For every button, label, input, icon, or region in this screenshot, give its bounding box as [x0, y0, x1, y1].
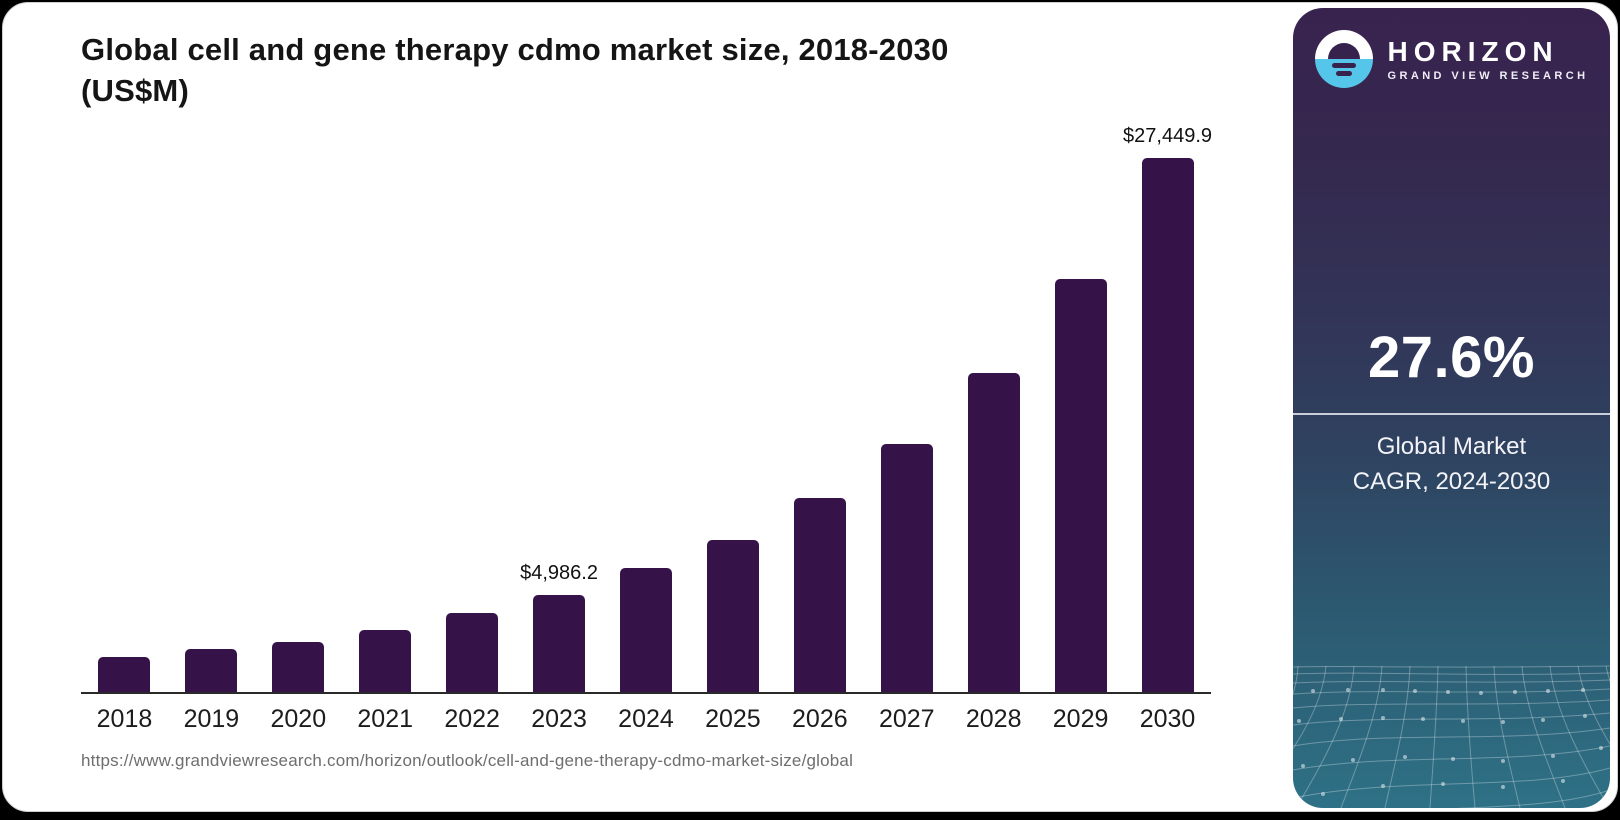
brand-name: HORIZON [1387, 35, 1559, 67]
x-tick-2029: 2029 [1052, 705, 1109, 733]
bar-slot-2024 [603, 114, 690, 692]
x-tick-2028: 2028 [965, 705, 1022, 733]
x-tick-2024: 2024 [618, 705, 674, 733]
brand-subtitle: GRAND VIEW RESEARCH [1387, 69, 1589, 82]
bar-2026 [793, 498, 846, 692]
x-tick-2027: 2027 [878, 705, 935, 733]
bar-slot-2029 [1037, 114, 1124, 692]
bar-slot-2030: $27,449.9 [1123, 114, 1213, 692]
chart-title-line2: (US$M) [81, 73, 189, 108]
chart-title: Global cell and gene therapy cdmo market… [81, 29, 1161, 111]
bar-2024 [619, 568, 672, 692]
logo: HORIZON GRAND VIEW RESEARCH [1293, 30, 1610, 88]
x-tick-2030: 2030 [1139, 705, 1196, 733]
cagr-label: Global Market CAGR, 2024-2030 [1293, 429, 1610, 499]
horizon-sun-logo-icon [1314, 30, 1373, 88]
bar-slot-2022 [429, 114, 516, 692]
logo-sun-shape [1327, 43, 1360, 59]
bar-2028 [967, 373, 1020, 692]
x-tick-2026: 2026 [792, 705, 848, 733]
bar-value-label-2023: $4,986.2 [520, 562, 598, 584]
wireframe-mesh-decoration [1293, 665, 1610, 808]
x-tick-2025: 2025 [705, 705, 761, 733]
bar-2022 [446, 613, 499, 692]
cagr-label-line1: Global Market [1376, 433, 1527, 460]
bar-2030 [1141, 158, 1194, 692]
bar-slot-2023: $4,986.2 [516, 114, 603, 692]
bar-value-label-2030: $27,449.9 [1123, 125, 1213, 147]
bar-slot-2018 [81, 114, 168, 692]
logo-reflection-bar [1331, 63, 1356, 68]
x-tick-2020: 2020 [270, 705, 327, 733]
bar-2020 [272, 642, 325, 692]
logo-reflection-bar [1335, 71, 1352, 76]
bar-2018 [98, 657, 151, 692]
bar-slot-2020 [255, 114, 342, 692]
cagr-value: 27.6% [1368, 325, 1535, 390]
brand-panel: HORIZON GRAND VIEW RESEARCH 27.6% Global… [1293, 8, 1610, 808]
chart-title-line1: Global cell and gene therapy cdmo market… [81, 32, 949, 67]
x-tick-2021: 2021 [357, 705, 414, 733]
bar-slot-2021 [342, 114, 429, 692]
bar-2023 [533, 595, 586, 692]
x-tick-2023: 2023 [531, 705, 587, 733]
bar-slot-2019 [168, 114, 255, 692]
bar-2029 [1054, 279, 1107, 692]
source-url: https://www.grandviewresearch.com/horizo… [81, 751, 854, 770]
cagr-label-line2: CAGR, 2024-2030 [1352, 468, 1551, 495]
bar-slot-2028 [950, 114, 1037, 692]
bar-slot-2025 [689, 114, 776, 692]
x-tick-2019: 2019 [183, 705, 240, 733]
bar-2021 [359, 630, 412, 692]
bar-slot-2027 [863, 114, 950, 692]
bar-2019 [185, 649, 238, 692]
bar-2025 [706, 540, 759, 692]
bar-slot-2026 [776, 114, 863, 692]
plot-area: $4,986.2 $27,449.9 [81, 114, 1213, 694]
x-tick-2022: 2022 [444, 705, 500, 733]
stat-divider [1293, 413, 1610, 415]
x-axis-labels: 2018 2019 2020 2021 2022 2023 2024 2025 2026 2027… [81, 705, 1211, 734]
bar-2027 [880, 444, 933, 692]
x-tick-2018: 2018 [96, 705, 153, 733]
logo-text: HORIZON GRAND VIEW RESEARCH [1387, 35, 1589, 82]
